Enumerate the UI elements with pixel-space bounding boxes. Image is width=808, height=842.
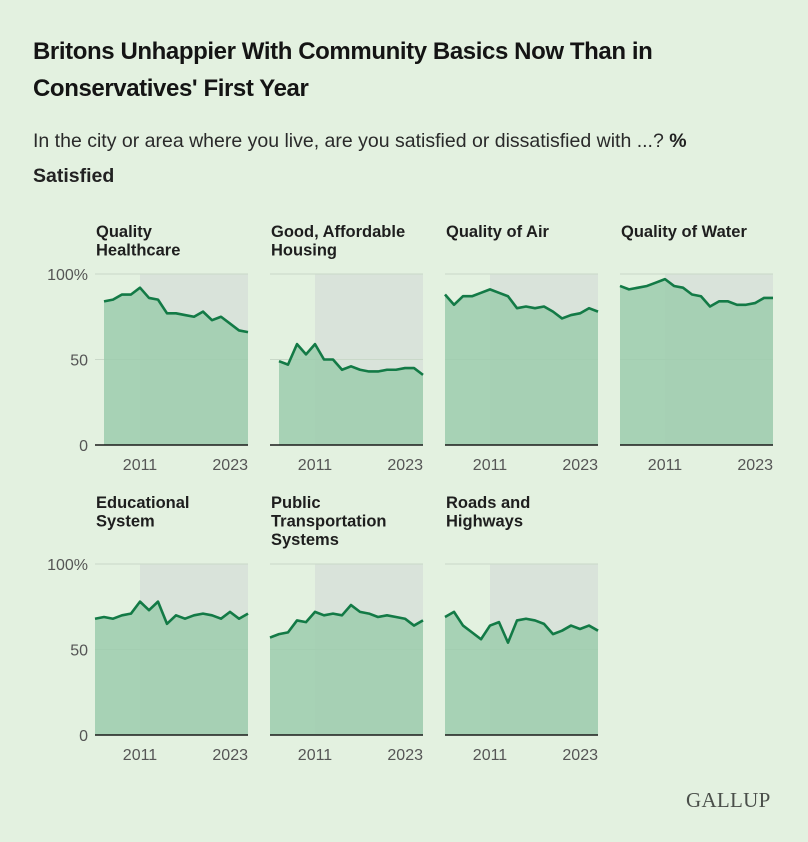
series-area: [279, 344, 423, 445]
series-line: [619, 277, 773, 308]
series-area: [445, 289, 598, 445]
x-tick-label: 2011: [648, 457, 683, 474]
panel-title: Educational: [96, 494, 190, 512]
x-tick-label: 2023: [387, 457, 423, 474]
y-tick-label: 0: [79, 438, 88, 455]
series-line: [94, 600, 249, 626]
chart-title: Britons Unhappier With Community Basics …: [33, 38, 653, 102]
x-tick-label: 2023: [212, 747, 248, 764]
x-tick-label: 2011: [298, 457, 333, 474]
series-area: [620, 279, 773, 445]
x-tick-label: 2011: [473, 457, 508, 474]
panel-title: Good, Affordable: [271, 223, 405, 241]
x-tick-label: 2023: [212, 457, 248, 474]
x-tick-label: 2023: [737, 457, 773, 474]
series-area: [104, 287, 248, 445]
series-area: [445, 611, 598, 735]
panel-quality-of-air: Quality of Air 2011 2023: [444, 223, 599, 474]
y-tick-label: 0: [79, 728, 88, 745]
x-tick-label: 2011: [298, 747, 333, 764]
x-tick-label: 2011: [123, 457, 158, 474]
x-tick-label: 2023: [562, 457, 598, 474]
y-tick-label: 100%: [47, 267, 88, 284]
panel-title: Public: [271, 494, 321, 512]
gallup-logo: GALLUP: [686, 788, 771, 812]
series-line: [444, 288, 599, 320]
subtitle-question: In the city or area where you live, are …: [33, 130, 664, 152]
panel-quality-of-water: Quality of Water 2011 2023: [619, 223, 773, 474]
series-area: [95, 601, 248, 735]
panel-title: Highways: [446, 513, 523, 531]
x-tick-label: 2011: [473, 747, 508, 764]
x-tick-label: 2023: [562, 747, 598, 764]
panel-title: Healthcare: [96, 242, 180, 260]
y-tick-label: 100%: [47, 557, 88, 574]
x-tick-label: 2011: [123, 747, 158, 764]
x-tick-label: 2023: [387, 747, 423, 764]
series-area: [270, 605, 423, 735]
y-tick-label: 50: [70, 643, 88, 660]
panel-title: Quality of Air: [446, 223, 550, 241]
panel-title: Housing: [271, 242, 337, 260]
panel-title: Roads and: [446, 494, 530, 512]
y-tick-label: 50: [70, 353, 88, 370]
panel-title: System: [96, 513, 155, 531]
series-line: [444, 610, 599, 644]
subtitle-measure: % Satisfied: [33, 130, 687, 187]
panel-title: Transportation: [271, 513, 387, 531]
panel-title: Quality of Water: [621, 223, 747, 241]
series-line: [269, 603, 424, 639]
panel-title: Quality: [96, 223, 153, 241]
chart-subtitle: In the city or area where you live, are …: [33, 124, 773, 194]
panel-title: Systems: [271, 531, 339, 549]
